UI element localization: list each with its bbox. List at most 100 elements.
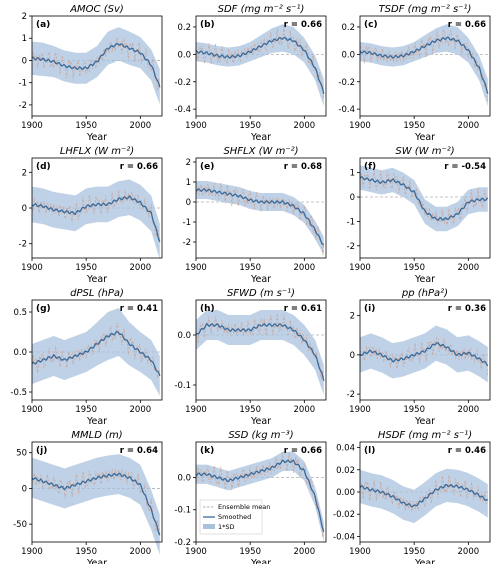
panel-title: MMLD (m) — [71, 430, 122, 441]
panel-title: LHFLX (W m⁻²) — [60, 146, 134, 157]
x-tick-label: 1950 — [75, 547, 97, 557]
plot-frame — [195, 441, 327, 543]
y-tick-label: 0 — [350, 193, 355, 203]
x-tick-label: 1900 — [349, 263, 371, 273]
y-tick-label: -1 — [183, 218, 191, 228]
ensemble-mean-line — [31, 322, 161, 379]
sd-band — [360, 468, 488, 524]
x-axis-label: Year — [86, 132, 107, 143]
plot-frame — [359, 157, 491, 259]
x-tick-label: 1900 — [21, 121, 43, 131]
panel-letter: (l) — [364, 446, 375, 456]
x-tick-label: 1900 — [21, 405, 43, 415]
sd-band — [32, 308, 160, 396]
y-tick-label: 0.2 — [341, 23, 355, 33]
legend-smoothed-label: Smoothed — [218, 513, 251, 521]
x-axis-label: Year — [414, 416, 435, 427]
panel-h: 0.0 -0.1 1900 1950 2000 Year SFWD (m s⁻¹) (h) r … — [174, 288, 327, 427]
y-tick-label: 50 — [16, 449, 27, 459]
smoothed-line — [31, 42, 161, 88]
plot-area — [196, 16, 326, 116]
correlation-label: r = 0.68 — [284, 162, 322, 172]
panel-title: AMOC (Sv) — [69, 4, 124, 15]
plot-frame — [195, 157, 327, 259]
ensemble-mean-line — [359, 170, 489, 227]
ensemble-mean-line — [359, 475, 489, 512]
x-tick-label: 1950 — [239, 263, 261, 273]
panel-title: SDF (mg m⁻² s⁻¹) — [218, 4, 305, 15]
y-tick-label: 0.0 — [177, 50, 191, 60]
panel-letter: (k) — [200, 446, 214, 456]
panel-letter: (i) — [364, 304, 375, 314]
legend: Ensemble mean Smoothed 1*SD — [199, 499, 270, 535]
smoothed-line — [31, 195, 161, 243]
x-axis-label: Year — [86, 416, 107, 427]
ensemble-mean-line — [31, 37, 161, 91]
x-axis-label: Year — [250, 274, 271, 285]
plot-frame — [195, 15, 327, 117]
smoothed-line — [195, 36, 325, 94]
panel-title: SFWD (m s⁻¹) — [227, 288, 295, 299]
panel-title: pp (hPa²) — [401, 288, 448, 299]
smoothed-line — [359, 341, 489, 367]
panel-j: 50 0 -50 1900 1950 2000 Year MMLD (m) (j) r = 0.6… — [13, 430, 163, 564]
x-tick-label: 1900 — [185, 547, 207, 557]
y-tick-label: 1 — [186, 178, 191, 188]
smoothed-line — [31, 330, 161, 377]
y-tick-label: 2 — [22, 12, 27, 22]
x-tick-label: 2000 — [294, 263, 316, 273]
x-tick-label: 1900 — [185, 405, 207, 415]
panel-l: 0.04 0.02 0.00 -0.02 -0.04 1900 1950 2000 Year HS… — [333, 430, 491, 564]
x-tick-label: 1950 — [75, 405, 97, 415]
x-tick-label: 1950 — [403, 121, 425, 131]
x-tick-label: 1900 — [349, 405, 371, 415]
ensemble-mean-line — [31, 469, 161, 534]
y-tick-label: -0.1 — [174, 381, 191, 391]
y-tick-label: -0.4 — [174, 105, 191, 115]
x-axis-label: Year — [414, 274, 435, 285]
smoothed-line — [359, 176, 488, 221]
y-tick-label: 1 — [22, 34, 27, 44]
legend-sd-label: 1*SD — [218, 523, 235, 531]
ensemble-mean-line — [195, 26, 325, 99]
panel-c: 0.2 0.0 -0.2 -0.4 1900 1950 2000 Year TSDF (mg m… — [338, 4, 491, 143]
smoothed-line — [359, 483, 488, 508]
x-axis-label: Year — [250, 132, 271, 143]
y-tick-label: -2 — [347, 390, 355, 400]
x-tick-label: 1950 — [75, 121, 97, 131]
y-tick-label: 0.0 — [177, 331, 191, 341]
y-tick-label: 0.0 — [177, 473, 191, 483]
smoothed-line — [359, 36, 489, 94]
y-tick-label: -0.02 — [333, 510, 355, 520]
y-tick-label: 0 — [22, 204, 27, 214]
y-tick-label: 2 — [350, 312, 355, 322]
y-tick-label: 2 — [22, 168, 27, 178]
x-tick-label: 2000 — [294, 121, 316, 131]
panel-title: HSDF (mg m⁻² s⁻¹) — [378, 430, 472, 441]
legend-sd-swatch — [203, 524, 215, 529]
x-tick-label: 1950 — [403, 263, 425, 273]
x-tick-label: 2000 — [294, 547, 316, 557]
sd-band — [360, 325, 488, 383]
panel-title: SHFLX (W m⁻²) — [223, 146, 298, 157]
y-tick-label: -0.2 — [174, 538, 191, 548]
plot-frame — [359, 299, 491, 401]
correlation-label: r = -0.54 — [444, 162, 486, 172]
panel-f: 1 0 -1 -2 1900 1950 2000 Year SW (W m⁻²) (f) r = -… — [347, 146, 491, 285]
panel-letter: (b) — [200, 20, 215, 30]
y-tick-label: -0.2 — [174, 78, 191, 88]
ensemble-mean-line — [359, 29, 489, 101]
smoothed-line — [195, 188, 325, 246]
panel-letter: (g) — [36, 304, 51, 314]
panel-b: 0.2 0.0 -0.2 -0.4 1900 1950 2000 Year SDF (mg m⁻… — [174, 4, 327, 143]
y-tick-label: 0 — [350, 351, 355, 361]
panel-letter: (f) — [364, 162, 376, 172]
x-axis-label: Year — [86, 274, 107, 285]
plot-frame — [31, 15, 163, 117]
panel-letter: (e) — [200, 162, 214, 172]
ensemble-mean-line — [195, 313, 325, 381]
y-tick-label: 0.2 — [177, 23, 191, 33]
plot-frame — [31, 441, 163, 543]
y-tick-label: -1 — [347, 217, 355, 227]
y-tick-label: 2 — [186, 158, 191, 168]
